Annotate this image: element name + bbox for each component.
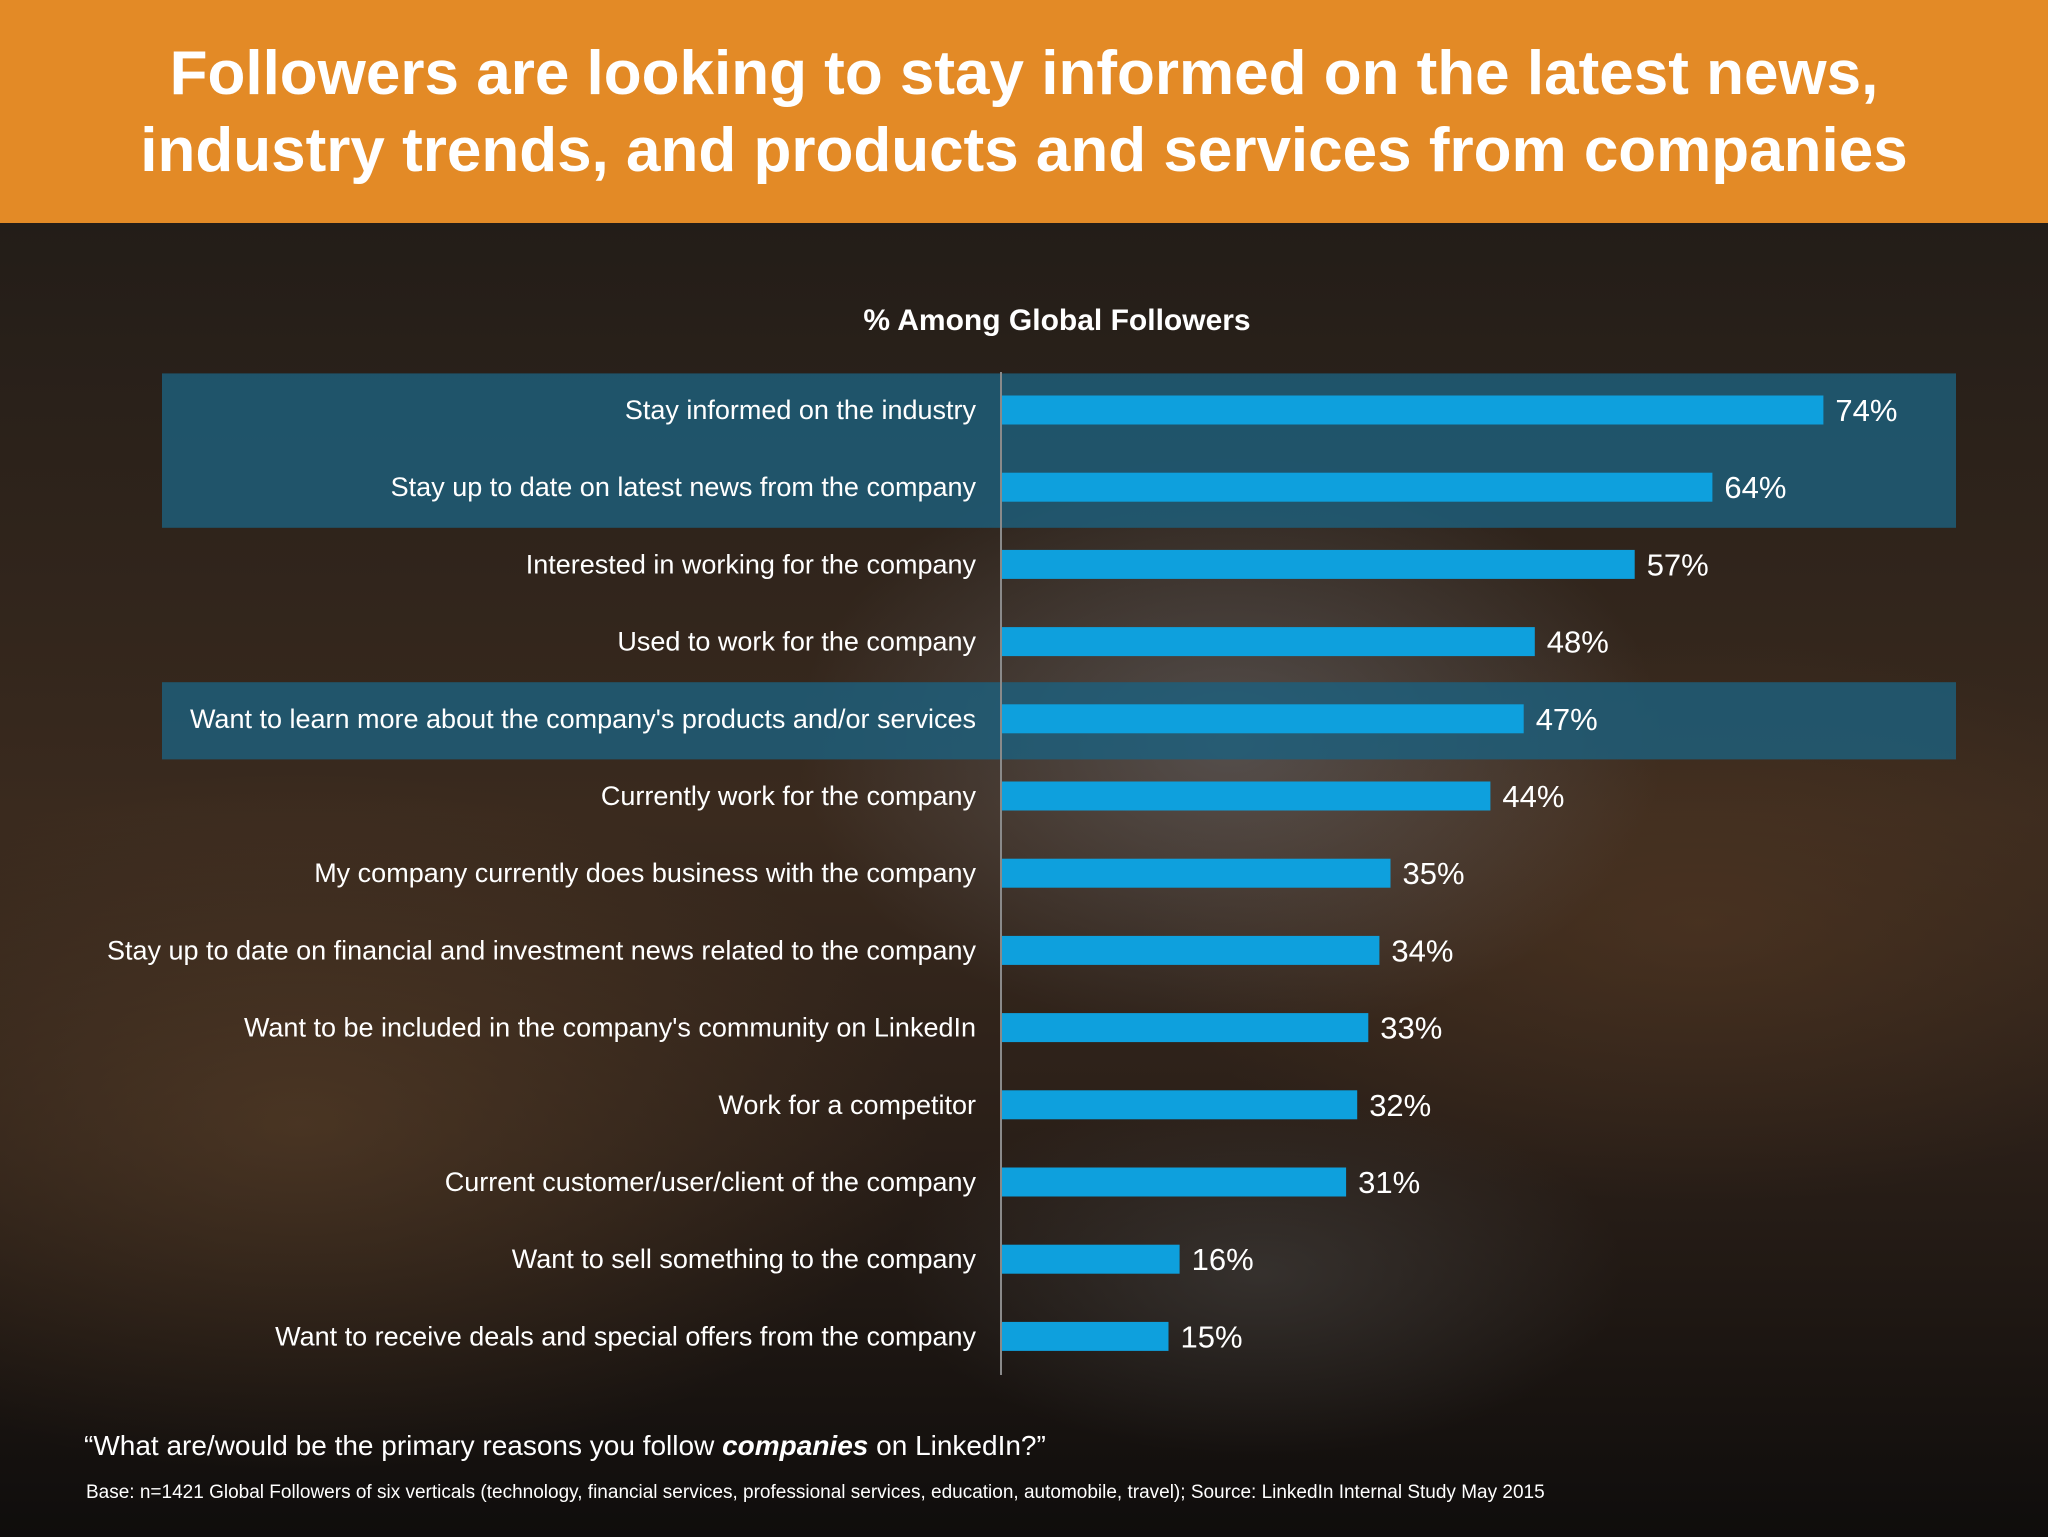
bar bbox=[1002, 1167, 1347, 1197]
bar bbox=[1002, 935, 1380, 965]
data-label: 57% bbox=[1647, 547, 1709, 582]
bar bbox=[1002, 627, 1535, 657]
category-label: My company currently does business with … bbox=[314, 858, 976, 888]
bar bbox=[1002, 1090, 1358, 1120]
question-suffix: on LinkedIn?” bbox=[868, 1430, 1046, 1461]
data-label: 16% bbox=[1192, 1242, 1254, 1277]
bar bbox=[1002, 1321, 1169, 1351]
data-label: 15% bbox=[1181, 1319, 1243, 1354]
category-label: Want to learn more about the company's p… bbox=[190, 704, 976, 734]
category-label: Used to work for the company bbox=[617, 627, 976, 657]
bar bbox=[1002, 704, 1524, 734]
category-label: Stay informed on the industry bbox=[625, 395, 977, 425]
data-label: 32% bbox=[1369, 1088, 1431, 1123]
category-label: Work for a competitor bbox=[718, 1090, 976, 1120]
data-label: 48% bbox=[1547, 625, 1609, 660]
bar bbox=[1002, 472, 1713, 502]
bar bbox=[1002, 1244, 1180, 1274]
survey-question: “What are/would be the primary reasons y… bbox=[84, 1430, 1046, 1462]
category-label: Want to sell something to the company bbox=[512, 1244, 977, 1274]
source-note: Base: n=1421 Global Followers of six ver… bbox=[86, 1482, 1545, 1503]
data-label: 47% bbox=[1536, 702, 1598, 737]
question-prefix: “What are/would be the primary reasons y… bbox=[84, 1430, 723, 1461]
category-label: Stay up to date on financial and investm… bbox=[107, 935, 977, 965]
chart-marks: Stay informed on the industry 74% Stay up … bbox=[107, 393, 1897, 1354]
data-label: 34% bbox=[1391, 933, 1453, 968]
data-label: 64% bbox=[1724, 470, 1786, 505]
bar bbox=[1002, 1013, 1369, 1043]
category-label: Interested in working for the company bbox=[526, 549, 977, 579]
bar bbox=[1002, 858, 1391, 888]
category-label: Want to receive deals and special offers… bbox=[275, 1321, 976, 1351]
bar bbox=[1002, 549, 1635, 579]
category-label: Want to be included in the company's com… bbox=[244, 1013, 976, 1043]
data-label: 31% bbox=[1358, 1165, 1420, 1200]
category-label: Currently work for the company bbox=[601, 781, 977, 811]
data-label: 74% bbox=[1835, 393, 1897, 428]
data-label: 33% bbox=[1380, 1011, 1442, 1046]
header-banner: Followers are looking to stay informed o… bbox=[0, 0, 2048, 223]
category-label: Current customer/user/client of the comp… bbox=[445, 1167, 977, 1197]
bar bbox=[1002, 781, 1491, 811]
page-title: Followers are looking to stay informed o… bbox=[140, 38, 1908, 185]
data-label: 35% bbox=[1403, 856, 1465, 891]
question-emphasis: companies bbox=[722, 1430, 869, 1461]
data-label: 44% bbox=[1502, 779, 1564, 814]
chart-title: % Among Global Followers bbox=[863, 304, 1250, 337]
category-label: Stay up to date on latest news from the … bbox=[391, 472, 977, 502]
bar bbox=[1002, 395, 1824, 425]
